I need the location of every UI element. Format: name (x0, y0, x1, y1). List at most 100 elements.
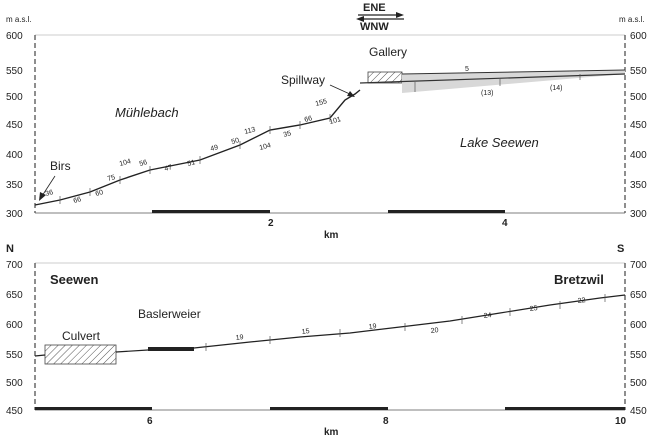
bottom-segment-labels: 19 15 19 20 24 25 22 (235, 297, 586, 342)
segment-label: 25 (529, 305, 538, 313)
segment-label: 35 (283, 130, 292, 139)
segment-label: 104 (119, 158, 132, 168)
top-ytick-right: 350 (630, 180, 647, 191)
spillway-leader-arrowhead (347, 91, 355, 97)
segment-label: 155 (315, 98, 328, 108)
bottom-km-scale-bar (270, 407, 388, 410)
segment-label: 60 (95, 189, 104, 198)
top-ytick-left: 600 (6, 31, 23, 42)
bottom-ytick-left: 450 (6, 406, 23, 417)
bottom-ytick-left: 500 (6, 378, 23, 389)
top-ytick-left: 550 (6, 66, 23, 77)
bottom-xtick: 10 (615, 416, 627, 427)
top-ytick-left: 350 (6, 180, 23, 191)
segment-label: 19 (368, 323, 377, 331)
segment-label: 47 (164, 164, 173, 173)
lake-seewen-label: Lake Seewen (460, 135, 539, 150)
bottom-ytick-right: 700 (630, 260, 647, 271)
segment-label: 22 (577, 297, 586, 305)
segment-label: 24 (483, 312, 492, 320)
birs-leader-arrowhead (39, 192, 46, 201)
bretzwil-label: Bretzwil (554, 272, 604, 287)
segment-label: 15 (301, 328, 310, 336)
segment-label: 56 (139, 159, 148, 168)
bottom-km-scale-bar (35, 407, 152, 410)
bottom-y-ticks-right: 700 650 600 550 500 450 (630, 260, 647, 417)
direction-ene-label: ENE (363, 2, 386, 14)
top-xtick: 4 (502, 218, 508, 229)
top-ytick-right: 400 (630, 150, 647, 161)
segment-label: 51 (187, 159, 196, 168)
gallery-profile-line (359, 73, 626, 84)
gallery-label: Gallery (369, 45, 407, 59)
baslerweier-label: Baslerweier (138, 307, 201, 321)
bottom-xtick: 6 (147, 416, 153, 427)
top-left-unit-label: m a.s.l. (6, 15, 32, 24)
segment-label: 66 (304, 115, 313, 124)
lake-surface-line (401, 69, 626, 75)
top-x-axis-label: km (324, 230, 339, 241)
bottom-xtick: 8 (383, 416, 389, 427)
segment-label: 104 (259, 142, 272, 152)
birs-leader-line (41, 175, 56, 197)
top-y-ticks-right: 600 550 500 450 400 350 300 (630, 31, 647, 220)
top-ytick-right: 550 (630, 66, 647, 77)
bottom-ytick-right: 500 (630, 378, 647, 389)
bottom-ytick-right: 550 (630, 350, 647, 361)
segment-label: 20 (430, 327, 439, 335)
bottom-profile-panel: N S 700 650 600 550 500 450 700 650 600 … (6, 243, 647, 436)
culvert-label: Culvert (62, 329, 101, 343)
segment-label: 101 (329, 116, 342, 126)
top-ytick-right: 500 (630, 92, 647, 103)
top-ytick-left: 400 (6, 150, 23, 161)
muhlebach-stream-profile (34, 89, 361, 206)
birs-label: Birs (50, 159, 71, 173)
segment-label: 5 (465, 66, 469, 73)
bottom-stream-profile-start (34, 354, 46, 357)
direction-ene-arrowhead (396, 12, 404, 18)
bottom-y-ticks-left: 700 650 600 550 500 450 (6, 260, 23, 417)
top-segment-ticks (59, 74, 581, 204)
segment-label: 49 (210, 144, 219, 153)
segment-label: (14) (550, 85, 562, 92)
spillway-leader-line (329, 84, 353, 96)
top-profile-panel: m a.s.l. m a.s.l. 600 550 500 450 400 35… (6, 2, 647, 241)
segment-label: 66 (73, 196, 82, 205)
segment-label: 19 (235, 334, 244, 342)
segment-label: 36 (45, 189, 54, 198)
culvert-hatched-block (44, 344, 117, 365)
top-right-unit-label: m a.s.l. (619, 15, 645, 24)
top-km-scale-bar (388, 210, 505, 213)
top-ytick-left: 500 (6, 92, 23, 103)
bottom-stream-profile (115, 294, 626, 353)
direction-wnw-arrowhead (356, 16, 364, 22)
seewen-label: Seewen (50, 272, 98, 287)
bottom-km-scale-bar (505, 407, 625, 410)
top-segment-labels: 36 66 60 75 104 56 47 51 49 50 113 104 3… (45, 66, 563, 205)
top-xtick: 2 (268, 218, 274, 229)
south-label: S (617, 243, 624, 255)
bottom-ytick-left: 550 (6, 350, 23, 361)
bottom-ytick-left: 650 (6, 290, 23, 301)
bottom-ytick-right: 650 (630, 290, 647, 301)
segment-label: 113 (244, 126, 257, 136)
bottom-ytick-right: 450 (630, 406, 647, 417)
top-y-ticks-left: 600 550 500 450 400 350 300 (6, 31, 23, 220)
bottom-x-axis-label: km (324, 427, 339, 436)
top-ytick-right: 300 (630, 209, 647, 220)
bottom-segment-ticks (205, 294, 606, 351)
top-ytick-right: 450 (630, 120, 647, 131)
top-km-scale-bar (152, 210, 270, 213)
direction-wnw-label: WNW (360, 21, 389, 33)
top-ytick-left: 300 (6, 209, 23, 220)
bottom-ytick-left: 700 (6, 260, 23, 271)
muhlebach-label: Mühlebach (115, 105, 179, 120)
segment-label: 75 (107, 174, 116, 183)
bottom-ytick-left: 600 (6, 320, 23, 331)
bottom-ytick-right: 600 (630, 320, 647, 331)
segment-label: (13) (481, 90, 493, 97)
segment-label: 50 (231, 137, 240, 146)
north-label: N (6, 243, 14, 255)
top-ytick-left: 450 (6, 120, 23, 131)
